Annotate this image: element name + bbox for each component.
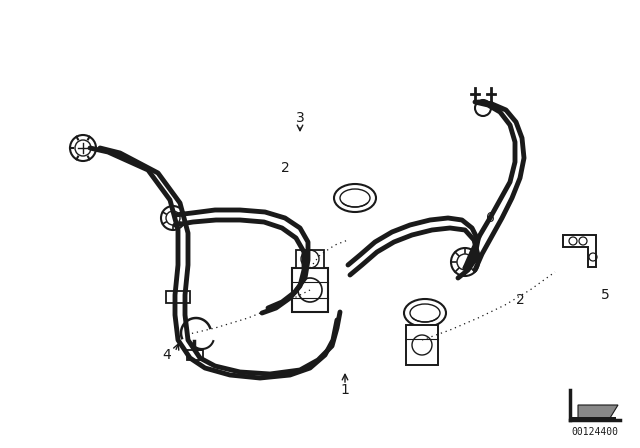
Polygon shape	[563, 235, 596, 267]
Text: 00124400: 00124400	[572, 427, 618, 437]
Circle shape	[475, 100, 491, 116]
Text: 2: 2	[516, 293, 524, 307]
Text: 6: 6	[486, 211, 495, 225]
Bar	[296, 250, 324, 268]
Circle shape	[451, 248, 479, 276]
Ellipse shape	[340, 189, 370, 207]
Text: 5: 5	[600, 288, 609, 302]
Bar	[292, 268, 328, 312]
Text: 4: 4	[163, 348, 172, 362]
Circle shape	[70, 135, 96, 161]
Ellipse shape	[334, 184, 376, 212]
Circle shape	[161, 206, 185, 230]
Text: 1: 1	[340, 383, 349, 397]
Ellipse shape	[404, 299, 446, 327]
Bar	[166, 291, 190, 303]
Bar	[406, 325, 438, 365]
Bar	[572, 417, 616, 422]
Ellipse shape	[410, 304, 440, 322]
Text: 3: 3	[296, 111, 305, 125]
Polygon shape	[578, 405, 618, 418]
Bar	[187, 350, 203, 360]
Text: 2: 2	[280, 161, 289, 175]
